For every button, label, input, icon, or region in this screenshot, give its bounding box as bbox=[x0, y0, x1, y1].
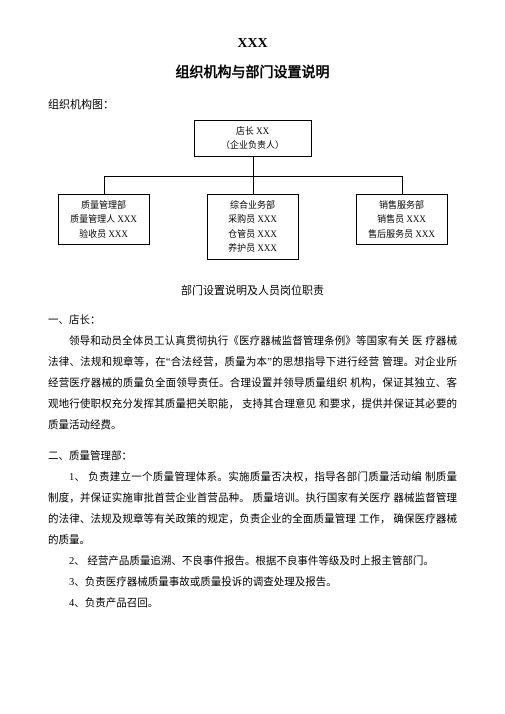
dept-b-r2: 仓管员 XXX bbox=[210, 227, 296, 241]
node-dept-c: 销售服务部 销售员 XXX 售后服务员 XXX bbox=[356, 194, 448, 245]
dept-a-r1: 质量管理人 XXX bbox=[61, 212, 147, 226]
line-v-top bbox=[253, 156, 254, 176]
item-2d: 4、负责产品召回。 bbox=[48, 593, 457, 614]
org-chart: 店长 XX （企业负责人） 质量管理部 质量管理人 XXX 验收员 XXX 综合… bbox=[58, 120, 448, 270]
dept-a-r2: 验收员 XXX bbox=[61, 227, 147, 241]
line-v-a bbox=[104, 176, 105, 194]
dept-c-r2: 售后服务员 XXX bbox=[359, 227, 445, 241]
para-1: 领导和动员全体员工认真贯彻执行《医疗器械监督管理条例》等国家有关 医 疗器械法律… bbox=[48, 331, 457, 436]
node-dept-b: 综合业务部 采购员 XXX 仓管员 XXX 养护员 XXX bbox=[207, 194, 299, 260]
node-dept-a: 质量管理部 质量管理人 XXX 验收员 XXX bbox=[58, 194, 150, 245]
line-v-b bbox=[253, 176, 254, 194]
heading-2: 二、质量管理部： bbox=[48, 446, 457, 467]
item-2b: 2、 经营产品质量追溯、不良事件报告。根据不良事件等级及时上报主管部门。 bbox=[48, 551, 457, 572]
heading-1: 一、店长： bbox=[48, 310, 457, 331]
title-main: XXX bbox=[48, 36, 457, 52]
chart-label: 组织机构图： bbox=[48, 96, 457, 112]
item-2a: 1、 负责建立一个质量管理体系。实施质量否决权，指导各部门质量活动编 制质量制度… bbox=[48, 467, 457, 551]
node-top-line1: 店长 XX bbox=[197, 124, 309, 138]
title-sub: 组织机构与部门设置说明 bbox=[48, 62, 457, 82]
dept-c-r1: 销售员 XXX bbox=[359, 212, 445, 226]
dept-c-title: 销售服务部 bbox=[359, 198, 445, 212]
item-2c: 3、负责医疗器械质量事故或质量投诉的调查处理及报告。 bbox=[48, 572, 457, 593]
line-v-c bbox=[402, 176, 403, 194]
dept-b-r1: 采购员 XXX bbox=[210, 212, 296, 226]
dept-b-title: 综合业务部 bbox=[210, 198, 296, 212]
dept-a-title: 质量管理部 bbox=[61, 198, 147, 212]
dept-b-r3: 养护员 XXX bbox=[210, 241, 296, 255]
node-top: 店长 XX （企业负责人） bbox=[194, 120, 312, 157]
node-top-line2: （企业负责人） bbox=[197, 138, 309, 152]
subtitle: 部门设置说明及人员岗位职责 bbox=[48, 282, 457, 298]
